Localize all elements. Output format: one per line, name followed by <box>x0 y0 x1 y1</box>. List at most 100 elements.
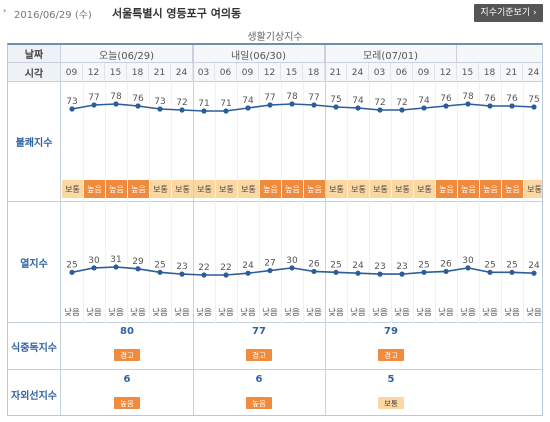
column-gridline <box>281 82 282 323</box>
discomfort-level-badge: 보통 <box>238 180 259 198</box>
heat-label: 열지수 <box>8 202 61 322</box>
heat-point <box>157 269 163 275</box>
discomfort-point <box>509 103 515 109</box>
heat-value-label: 22 <box>198 263 209 273</box>
discomfort-level-badge: 보통 <box>348 180 369 198</box>
time-header: 09 <box>413 63 435 82</box>
heat-value-label: 25 <box>154 260 165 270</box>
heat-value-label: 30 <box>88 256 100 266</box>
heat-value-label: 22 <box>220 263 231 273</box>
heat-value-label: 27 <box>264 259 275 269</box>
discomfort-value-label: 71 <box>198 99 209 109</box>
uv-level-badge: 높음 <box>114 397 140 409</box>
discomfort-line <box>71 103 535 112</box>
time-header: 12 <box>83 63 105 82</box>
bullet-icon: › <box>3 6 7 15</box>
heat-level-label: 낮음 <box>152 308 168 318</box>
time-header: 12 <box>435 63 457 82</box>
heat-value-label: 31 <box>110 255 121 265</box>
heat-value-label: 30 <box>462 256 474 266</box>
discomfort-level-badge: 보통 <box>392 180 413 198</box>
heat-point <box>311 268 317 275</box>
heat-value-label: 24 <box>528 261 540 271</box>
discomfort-level-badge: 높음 <box>84 180 105 198</box>
table-caption: 생활기상지수 <box>247 32 303 43</box>
heat-point <box>421 269 427 275</box>
discomfort-level-badge: 높음 <box>282 180 303 198</box>
discomfort-point <box>157 106 163 112</box>
heat-point <box>201 272 207 278</box>
discomfort-point <box>91 102 97 108</box>
discomfort-level-badge: 보통 <box>216 180 237 198</box>
food_poisoning-level-badge: 경고 <box>246 349 272 361</box>
discomfort-point <box>245 105 251 111</box>
heat-level-label: 낮음 <box>130 308 146 318</box>
discomfort-point <box>355 105 361 111</box>
discomfort-level-badge: 보통 <box>150 180 171 198</box>
heat-level-label: 낮음 <box>394 308 410 318</box>
discomfort-level-badge: 보통 <box>172 180 193 198</box>
heat-point <box>135 266 141 272</box>
heat-value-label: 25 <box>484 260 495 270</box>
discomfort-point <box>399 107 405 113</box>
discomfort-value-label: 74 <box>352 96 364 106</box>
discomfort-value-label: 76 <box>506 94 518 104</box>
column-gridline <box>413 82 414 323</box>
time-header: 06 <box>215 63 237 82</box>
heat-point <box>465 265 471 271</box>
discomfort-value-label: 73 <box>154 97 165 107</box>
time-header: 18 <box>127 63 149 82</box>
heat-point <box>245 270 251 276</box>
heat-level-label: 낮음 <box>460 308 476 318</box>
discomfort-value-label: 78 <box>110 92 122 102</box>
heat-value-label: 25 <box>418 260 429 270</box>
discomfort-level-badge: 보통 <box>62 180 83 198</box>
heat-point <box>69 269 75 275</box>
uv-level-badge: 보통 <box>378 397 404 409</box>
discomfort-level-badge: 높음 <box>458 180 479 198</box>
uv-value: 6 <box>255 374 263 385</box>
discomfort-point <box>443 103 449 109</box>
index-criteria-button[interactable]: 지수기준보기 › <box>474 4 543 22</box>
discomfort-value-label: 76 <box>484 94 496 104</box>
discomfort-value-label: 73 <box>66 97 77 107</box>
time-header: 06 <box>391 63 413 82</box>
discomfort-value-label: 76 <box>440 94 452 104</box>
heat-value-label: 23 <box>396 262 407 272</box>
food-poisoning-section: 식중독지수 <box>8 323 542 370</box>
heat-level-label: 낮음 <box>526 308 542 318</box>
heat-value-label: 29 <box>132 257 144 267</box>
column-gridline <box>501 82 502 323</box>
discomfort-point <box>465 101 471 107</box>
time-header: 03 <box>193 63 215 82</box>
heat-point <box>487 269 493 275</box>
discomfort-point <box>377 107 383 113</box>
time-header: 24 <box>171 63 193 82</box>
discomfort-level-badge: 보통 <box>370 180 391 198</box>
column-gridline <box>523 82 524 323</box>
discomfort-point <box>179 107 185 113</box>
heat-level-label: 낮음 <box>86 308 102 318</box>
discomfort-level-badge: 높음 <box>502 180 523 198</box>
heat-value-label: 25 <box>330 260 341 270</box>
time-header-row: 시각 09 12 15 18 21 24 03 06 09 12 15 18 21 24 03 06 09 12 1… <box>8 63 542 82</box>
heat-point <box>377 271 383 277</box>
heat-level-label: 낮음 <box>108 308 124 318</box>
heat-level-label: 낮음 <box>64 308 80 318</box>
heat-point <box>399 271 405 277</box>
uv-level-badge: 높음 <box>246 397 272 409</box>
time-label: 시각 <box>8 63 61 81</box>
time-header: 09 <box>61 63 83 82</box>
discomfort-value-label: 72 <box>176 98 187 108</box>
discomfort-value-label: 77 <box>308 93 319 103</box>
time-header: 21 <box>149 63 171 82</box>
discomfort-value-label: 75 <box>330 95 341 105</box>
discomfort-level-badge: 보통 <box>524 180 542 198</box>
heat-level-label: 낮음 <box>262 308 278 318</box>
discomfort-value-label: 72 <box>396 98 407 108</box>
discomfort-point <box>135 103 141 109</box>
discomfort-level-badge: 높음 <box>304 180 325 198</box>
column-gridline <box>83 82 84 323</box>
time-header: 03 <box>369 63 391 82</box>
discomfort-label: 불쾌지수 <box>8 82 61 201</box>
